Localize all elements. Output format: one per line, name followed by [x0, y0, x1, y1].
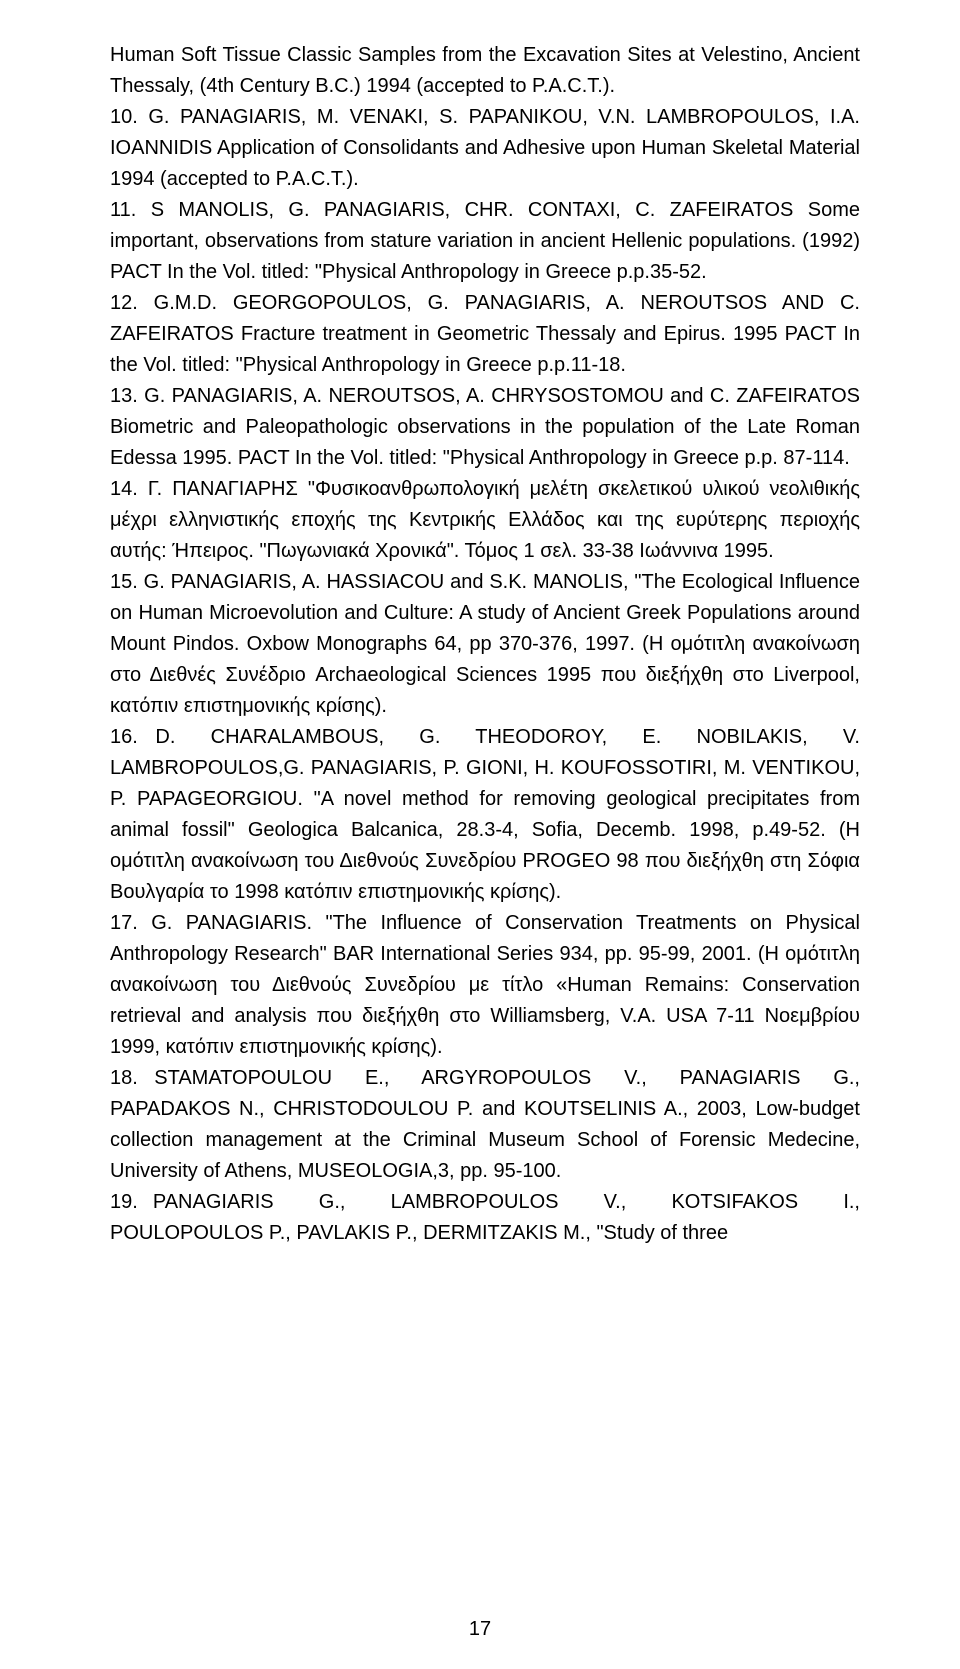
body-text: Human Soft Tissue Classic Samples from t…: [110, 40, 860, 1249]
document-page: Human Soft Tissue Classic Samples from t…: [0, 0, 960, 1669]
page-number: 17: [0, 1618, 960, 1641]
